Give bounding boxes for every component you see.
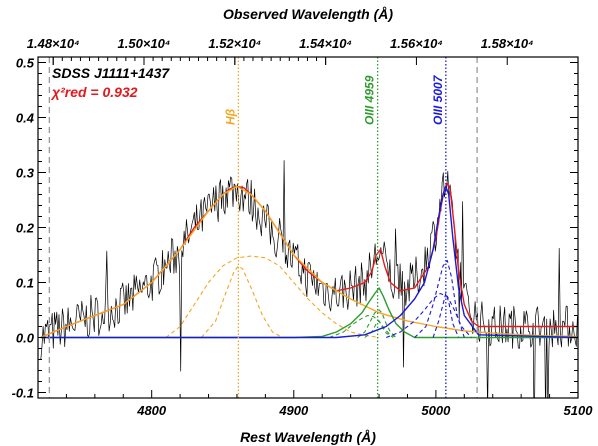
series-6	[329, 314, 398, 339]
series-11	[414, 259, 465, 338]
x2-tick-label: 1.54×10⁴	[299, 36, 352, 51]
x2-axis-title: Observed Wavelength (Å)	[223, 6, 393, 22]
plot-frame	[37, 56, 579, 399]
chi2-label: χ²red = 0.932	[50, 84, 138, 100]
marker-label-1: OIII 4959	[363, 75, 377, 125]
marker-label-0: Hβ	[223, 108, 237, 125]
x2-tick-label: 1.50×10⁴	[118, 36, 171, 51]
series-5	[40, 287, 578, 339]
y-tick-label: 0.2	[16, 221, 35, 236]
y-tick-label: 0.4	[16, 111, 35, 126]
series-0	[40, 160, 578, 398]
x-tick-label: 4900	[278, 403, 309, 418]
x-tick-label: 4800	[136, 403, 167, 418]
marker-label-2: OIII 5007	[431, 74, 445, 125]
series-7	[357, 309, 397, 338]
x2-tick-label: 1.56×10⁴	[390, 36, 443, 51]
series-2	[40, 185, 578, 339]
object-label: SDSS J1111+1437	[52, 65, 170, 81]
x-tick-label: 5100	[564, 403, 594, 418]
y-tick-label: -0.1	[12, 386, 34, 401]
y-tick-label: 0.5	[16, 56, 35, 71]
axes: 4800 4900 5000 5100 1.48×10⁴ 1.50×10⁴ 1.52×10⁴…	[12, 36, 594, 418]
x-axis-title: Rest Wavelength (Å)	[240, 429, 376, 445]
series-10	[386, 292, 472, 339]
y-tick-label: 0.3	[16, 166, 35, 181]
series-9	[40, 185, 578, 339]
series-3	[165, 255, 380, 339]
x2-tick-label: 1.48×10⁴	[27, 36, 80, 51]
plot-lines	[40, 160, 578, 398]
series-1	[40, 182, 578, 339]
y-tick-label: 0.1	[16, 276, 34, 291]
series-12	[432, 292, 460, 338]
series-4	[200, 265, 283, 338]
y-tick-label: 0.0	[16, 331, 35, 346]
line-markers: Hβ OIII 4959 OIII 5007	[48, 57, 478, 398]
x-tick-label: 5000	[421, 403, 451, 418]
x2-tick-label: 1.52×10⁴	[208, 36, 261, 51]
x2-tick-label: 1.58×10⁴	[481, 36, 534, 51]
